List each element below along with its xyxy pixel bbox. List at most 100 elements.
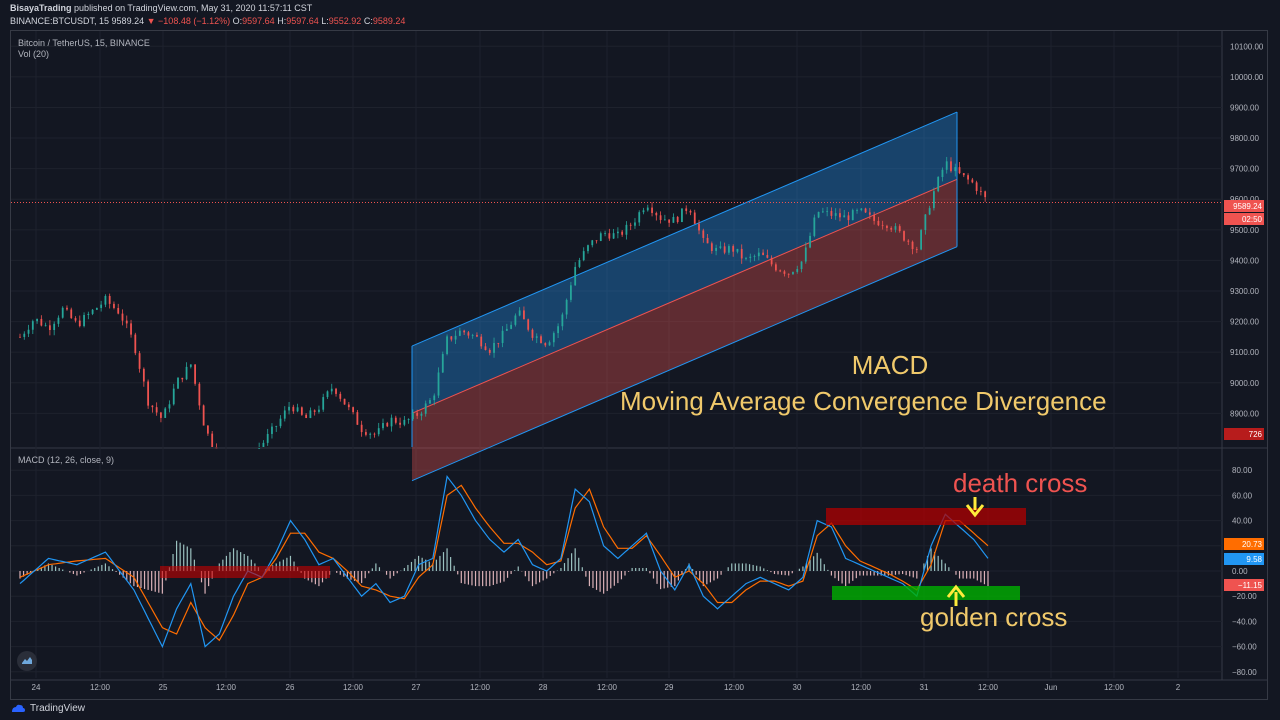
- candle-body: [933, 191, 935, 209]
- candle-body: [663, 219, 666, 221]
- negative-region-highlight: [160, 566, 330, 578]
- footer: TradingView: [0, 700, 1280, 720]
- candle-body: [693, 212, 696, 224]
- candle-body: [548, 342, 551, 346]
- candle-body: [582, 251, 585, 261]
- chat-bubble-icon[interactable]: [17, 651, 37, 671]
- candle-body: [561, 314, 564, 327]
- tradingview-brand[interactable]: TradingView: [10, 703, 85, 714]
- candle-body: [309, 410, 312, 418]
- candle-body: [61, 307, 64, 318]
- candle-body: [514, 315, 517, 325]
- candle-body: [903, 231, 905, 241]
- time-tick-label: 12:00: [978, 683, 999, 692]
- time-tick-label: 12:00: [216, 683, 237, 692]
- candle-body: [544, 343, 547, 346]
- candle-body: [856, 210, 858, 211]
- candle-body: [710, 243, 713, 251]
- macd-value-tag: 9.58: [1246, 555, 1262, 564]
- candle-body: [78, 320, 81, 327]
- candle-body: [377, 428, 380, 435]
- candle-body: [53, 323, 56, 330]
- candle-body: [66, 307, 68, 310]
- candle-body: [950, 161, 952, 172]
- candle-body: [36, 318, 38, 322]
- candle-body: [821, 211, 824, 213]
- candle-body: [745, 258, 747, 259]
- time-tick-label: 12:00: [343, 683, 364, 692]
- candle-body: [826, 210, 829, 212]
- candle-body: [454, 335, 457, 340]
- candle-body: [352, 407, 355, 413]
- candle-body: [531, 329, 534, 338]
- volume-label[interactable]: Vol (20): [18, 49, 50, 59]
- high-label: H:: [277, 16, 287, 26]
- candle-body: [570, 285, 572, 300]
- candle-body: [723, 246, 726, 253]
- candle-body: [484, 346, 487, 351]
- candle-body: [591, 240, 594, 246]
- macd-tick-label: 80.00: [1232, 466, 1253, 475]
- candle-body: [740, 248, 743, 259]
- candle-body: [813, 217, 816, 236]
- candle-body: [104, 295, 107, 305]
- candle-body: [886, 225, 888, 228]
- volume-tag-bg: [1224, 428, 1264, 440]
- candle-body: [749, 256, 752, 259]
- candle-body: [984, 191, 987, 198]
- candle-body: [527, 319, 530, 330]
- candle-body: [31, 321, 34, 330]
- candle-body: [113, 303, 115, 308]
- publish-header: BisayaTrading published on TradingView.c…: [0, 0, 1280, 30]
- time-tick-label: 12:00: [1104, 683, 1125, 692]
- candle-body: [753, 256, 756, 257]
- candle-body: [155, 407, 158, 413]
- candle-body: [322, 397, 325, 410]
- candle-body: [881, 225, 884, 227]
- close-label: C:: [363, 16, 373, 26]
- candle-body: [130, 323, 132, 335]
- candle-body: [207, 425, 209, 434]
- candle-body: [958, 167, 961, 174]
- candle-body: [638, 212, 641, 223]
- candle-body: [471, 335, 474, 336]
- candle-body: [296, 407, 299, 412]
- candle-body: [732, 246, 735, 252]
- high-value: 9597.64: [286, 16, 319, 26]
- candle-body: [979, 190, 982, 192]
- candle-body: [164, 408, 167, 418]
- author-name[interactable]: BisayaTrading: [10, 3, 72, 13]
- macd-tick-label: −80.00: [1232, 668, 1257, 677]
- price-pane-title[interactable]: Bitcoin / TetherUS, 15, BINANCE: [18, 38, 150, 48]
- candle-body: [416, 412, 419, 416]
- candle-body: [467, 332, 470, 336]
- macd-pane-title[interactable]: MACD (12, 26, close, 9): [18, 455, 115, 465]
- macd-tick-label: −60.00: [1232, 643, 1257, 652]
- chart-area[interactable]: [10, 30, 1268, 700]
- candle-body: [873, 214, 876, 221]
- candle-body: [23, 333, 26, 337]
- candle-body: [975, 182, 978, 191]
- time-tick-label: 28: [539, 683, 548, 692]
- candle-body: [198, 383, 201, 406]
- candle-body: [625, 224, 628, 235]
- candle-body: [915, 249, 918, 250]
- candle-body: [497, 342, 500, 344]
- candle-body: [736, 248, 739, 252]
- price-tick-label: 9400.00: [1230, 256, 1259, 265]
- candle-body: [757, 252, 760, 257]
- candle-body: [194, 364, 196, 384]
- candle-body: [646, 207, 649, 211]
- candle-body: [271, 426, 273, 434]
- close-value: 9589.24: [372, 16, 406, 26]
- candle-body: [911, 241, 914, 250]
- candle-body: [215, 447, 218, 449]
- price-tick-label: 9900.00: [1230, 103, 1259, 112]
- candle-body: [373, 433, 376, 435]
- candle-body: [616, 231, 619, 234]
- candle-body: [134, 334, 137, 354]
- candle-body: [386, 423, 389, 427]
- candle-body: [962, 173, 965, 176]
- candle-body: [574, 266, 577, 286]
